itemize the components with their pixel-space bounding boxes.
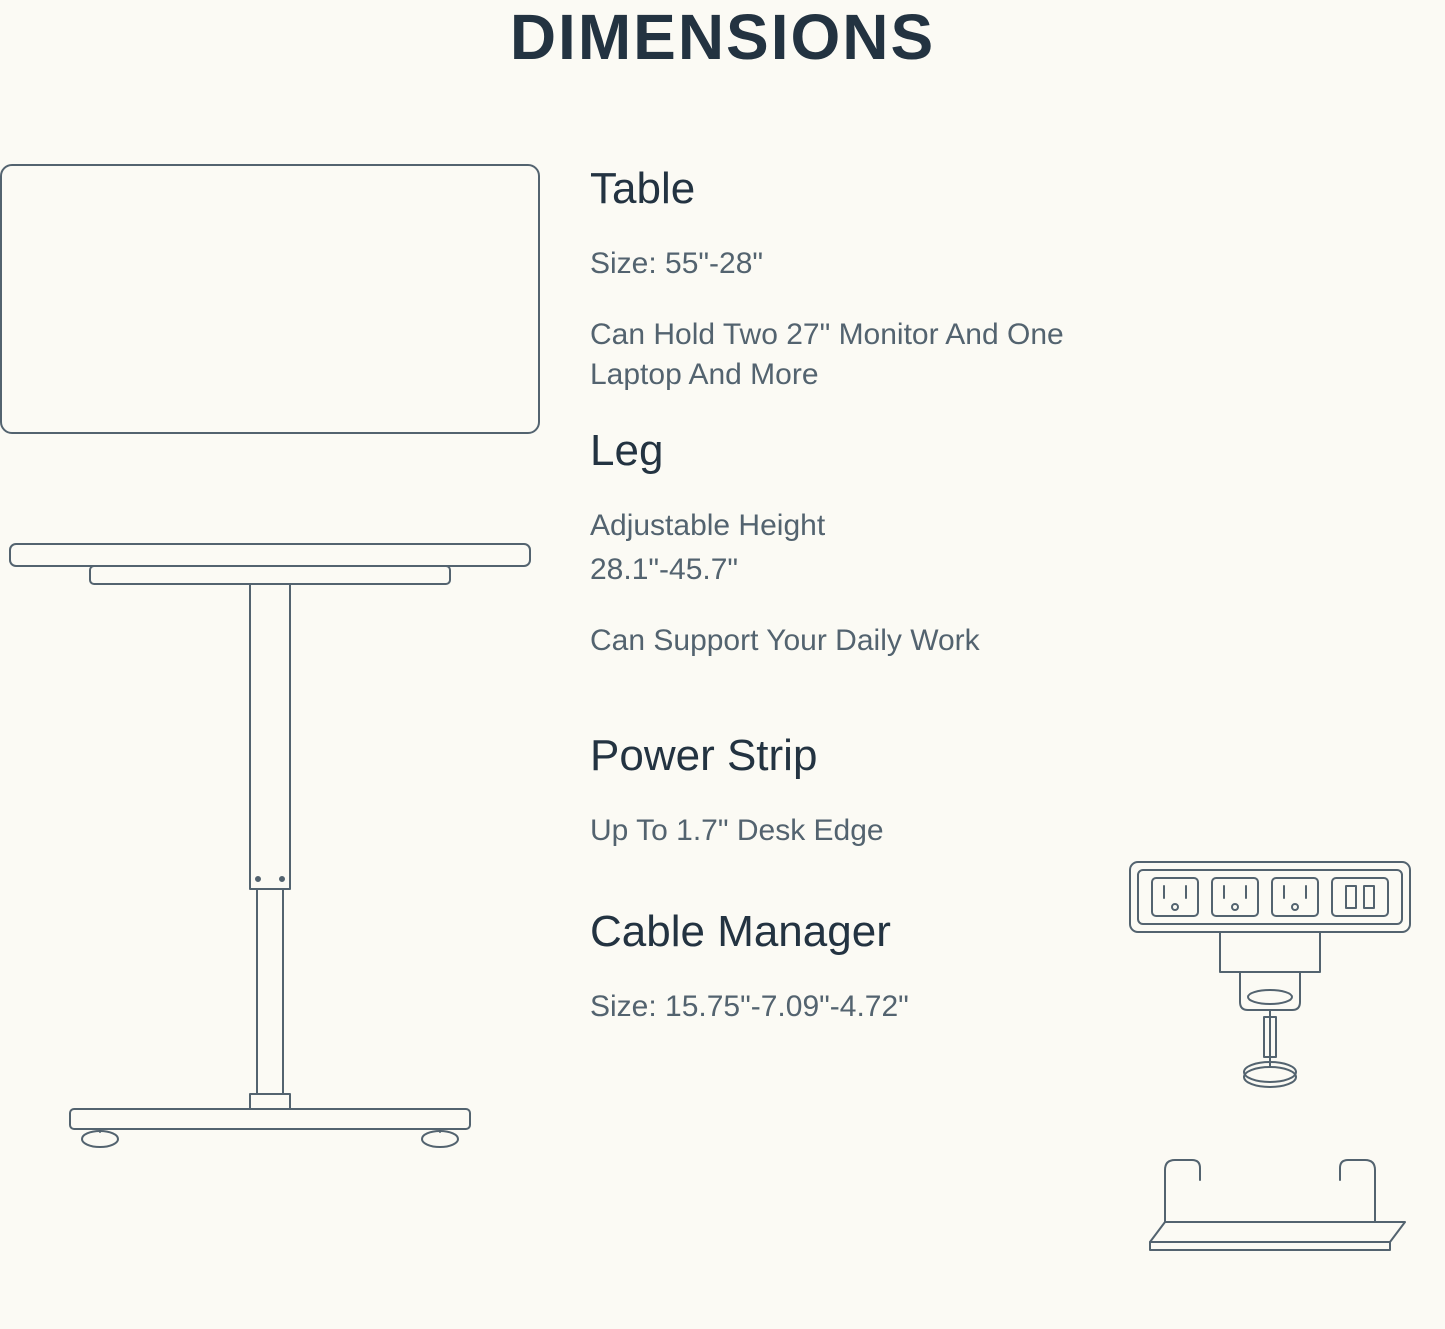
powerstrip-diagram (1120, 852, 1420, 1092)
tabletop-diagram (0, 164, 540, 434)
cablemanager-section: Cable Manager Size: 15.75"-7.09"-4.72" (590, 907, 1090, 1028)
cable-tray-diagram (1120, 1152, 1420, 1242)
powerstrip-heading: Power Strip (590, 731, 1090, 781)
table-desc: Can Hold Two 27" Monitor And One Laptop … (590, 315, 1090, 396)
leg-line1: Adjustable Height (590, 506, 1090, 547)
desk-side-diagram (0, 534, 540, 1174)
table-section: Table Size: 55"-28" Can Hold Two 27" Mon… (590, 164, 1090, 396)
leg-section: Leg Adjustable Height 28.1"-45.7" Can Su… (590, 426, 1090, 662)
powerstrip-section: Power Strip Up To 1.7" Desk Edge (590, 731, 1090, 852)
leg-desc: Can Support Your Daily Work (590, 621, 1090, 662)
cablemanager-size: Size: 15.75"-7.09"-4.72" (590, 987, 1090, 1028)
powerstrip-desc: Up To 1.7" Desk Edge (590, 811, 1090, 852)
leg-line2: 28.1"-45.7" (590, 550, 1090, 591)
cablemanager-heading: Cable Manager (590, 907, 1090, 957)
leg-heading: Leg (590, 426, 1090, 476)
page-title: DIMENSIONS (0, 0, 1445, 74)
table-size: Size: 55"-28" (590, 244, 1090, 285)
table-heading: Table (590, 164, 1090, 214)
